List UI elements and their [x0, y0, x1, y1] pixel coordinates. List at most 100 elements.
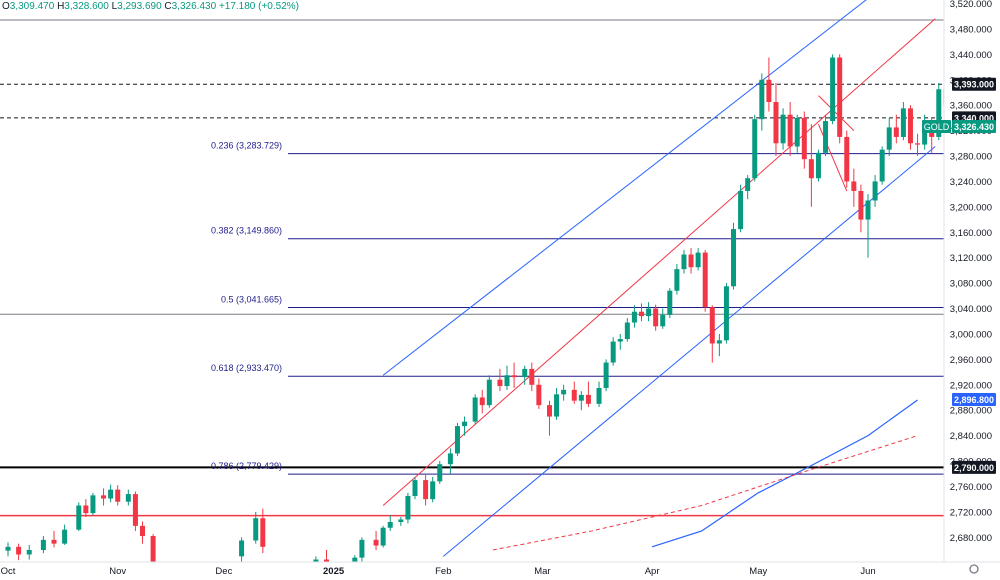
price-label-box — [952, 393, 996, 407]
y-tick-label: 3,480.000 — [950, 24, 992, 35]
candle-body — [536, 384, 542, 406]
y-tick-label: 3,520.000 — [950, 0, 992, 10]
candle-body — [681, 254, 687, 270]
fib-level-label: 0.618 (2,933.470) — [211, 363, 282, 373]
candle-body — [646, 308, 652, 317]
y-tick-label: 3,080.000 — [950, 279, 992, 290]
low-value: 3,293.690 — [117, 1, 162, 12]
candle-body — [447, 453, 453, 465]
candle-body — [900, 108, 906, 137]
candle-body — [472, 397, 478, 422]
wedge-upper-line — [818, 95, 855, 131]
candle-body — [546, 405, 552, 417]
candle-body — [709, 307, 715, 344]
fib-level-label: 0.236 (3,283.729) — [211, 141, 282, 151]
candle-body — [139, 525, 145, 537]
candle-body — [865, 200, 871, 220]
x-tick-label: May — [749, 566, 767, 577]
x-tick-label: Oct — [1, 566, 16, 577]
candle-body — [688, 254, 694, 268]
candle-body — [504, 375, 510, 387]
candle-body — [423, 480, 429, 500]
candle-body — [571, 389, 577, 401]
candle-body — [872, 181, 878, 201]
candle-body — [554, 394, 560, 417]
candle-body — [886, 127, 892, 150]
candle-body — [731, 229, 737, 287]
symbol-tag-box — [922, 120, 951, 134]
price-label-box — [952, 77, 996, 91]
y-tick-label: 3,440.000 — [950, 50, 992, 61]
candle-body — [324, 559, 330, 562]
y-tick-label: 3,280.000 — [950, 152, 992, 163]
candle-body — [674, 269, 680, 291]
candle-body — [653, 308, 659, 327]
candle-body — [108, 489, 114, 499]
candle-body — [794, 117, 800, 147]
candle-body — [115, 489, 121, 502]
candle-body — [430, 481, 436, 500]
y-tick-label: 3,200.000 — [950, 202, 992, 213]
candle-body — [40, 539, 46, 550]
open-value: 3,309.470 — [9, 1, 55, 12]
candle-body — [578, 394, 584, 401]
candle-body — [522, 368, 528, 378]
wedge-lower-line — [817, 124, 848, 192]
settings-icon[interactable] — [969, 564, 979, 574]
candle-body — [26, 550, 32, 555]
candle-body — [787, 114, 793, 147]
price-label-value: 2,790.000 — [954, 463, 994, 473]
candle-body — [313, 559, 319, 562]
y-tick-label: 3,160.000 — [950, 228, 992, 239]
y-tick-label: 3,000.000 — [950, 329, 992, 340]
y-tick-label: 2,880.000 — [950, 406, 992, 417]
candle-body — [561, 389, 567, 395]
candle-body — [260, 518, 266, 547]
candle-body — [773, 101, 779, 144]
candle-body — [603, 362, 609, 388]
x-tick-label: Feb — [435, 566, 451, 577]
candle-body — [830, 57, 836, 122]
open-label: O — [2, 1, 10, 12]
candle-body — [239, 540, 245, 557]
y-tick-label: 3,360.000 — [950, 101, 992, 112]
candle-body — [62, 529, 68, 544]
fib-level-label: 0.786 (2,779.429) — [211, 461, 282, 471]
high-label: H — [57, 1, 65, 12]
y-tick-label: 2,960.000 — [950, 355, 992, 366]
candle-body — [454, 426, 460, 454]
candle-body — [667, 290, 673, 315]
y-tick-label: 2,840.000 — [950, 431, 992, 442]
candle-body — [486, 379, 492, 406]
candle-body — [723, 286, 729, 341]
candle-body — [125, 494, 131, 502]
candle-body — [83, 505, 89, 514]
candle-body — [529, 368, 535, 385]
high-value: 3,328.600 — [64, 1, 109, 12]
y-tick-label: 3,040.000 — [950, 304, 992, 315]
channel-upper-line — [382, 0, 867, 376]
moving-average-blue — [651, 399, 918, 548]
y-tick-label: 2,920.000 — [950, 380, 992, 391]
candle-body — [823, 121, 829, 153]
candle-body — [16, 546, 22, 555]
close-label: C — [164, 1, 172, 12]
candle-body — [398, 519, 404, 523]
candle-body — [837, 57, 843, 137]
candle-body — [624, 322, 630, 340]
close-value: 3,326.430 — [171, 1, 217, 12]
x-tick-label: 2025 — [323, 566, 345, 577]
candle-body — [915, 143, 921, 145]
candle-body — [738, 190, 744, 230]
y-tick-label: 2,760.000 — [950, 482, 992, 493]
candle-body — [585, 394, 591, 404]
price-label-value: 3,340.000 — [954, 113, 994, 123]
candle-body — [5, 546, 11, 551]
moving-average-red_dashed — [492, 435, 918, 551]
candle-body — [745, 178, 751, 191]
fib-level-label: 0.5 (3,041.665) — [221, 294, 282, 304]
y-tick-label: 2,680.000 — [950, 533, 992, 544]
candle-body — [352, 557, 358, 562]
